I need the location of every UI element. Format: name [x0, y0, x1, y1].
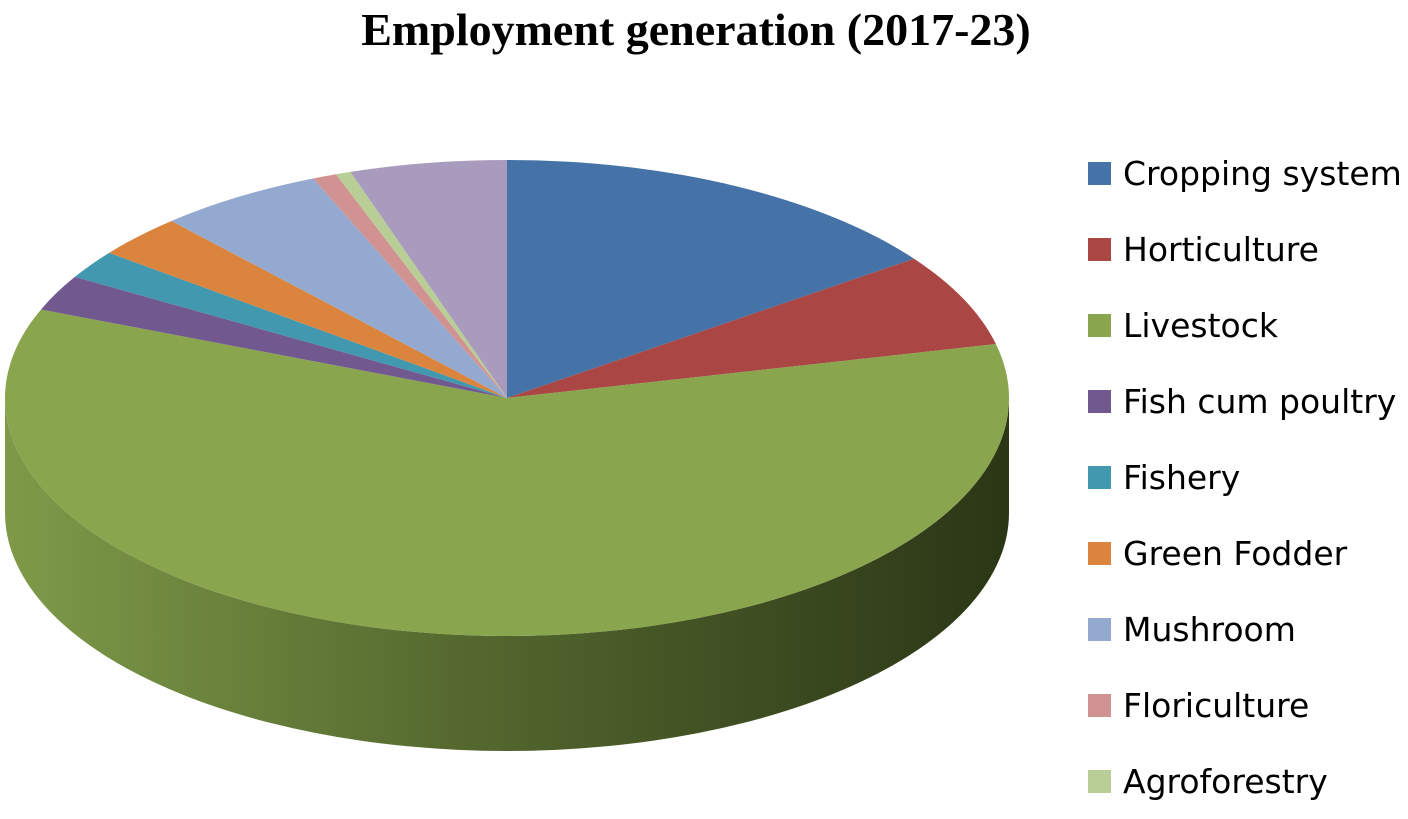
chart-title: Employment generation (2017-23)	[361, 4, 1031, 55]
pie-slice-fishery	[74, 252, 507, 398]
legend-item-floriculture: Floriculture	[1088, 667, 1402, 743]
pie-slice-agroforestry	[335, 171, 507, 398]
legend-label: Fishery	[1123, 457, 1241, 497]
legend-item-green-fodder: Green Fodder	[1088, 515, 1402, 591]
legend-swatch	[1088, 541, 1111, 565]
pie-slice-horticulture	[507, 258, 996, 398]
legend-item-fish-cum-poultry: Fish cum poultry	[1088, 363, 1402, 439]
legend-label: Horticulture	[1123, 229, 1319, 269]
legend-label: Cropping system	[1123, 153, 1402, 193]
legend-label: Agroforestry	[1123, 761, 1328, 801]
pie-slice-side-livestock	[5, 398, 1009, 751]
legend-label: Green Fodder	[1123, 533, 1348, 573]
legend-swatch	[1088, 237, 1111, 261]
pie-slice-mushroom	[171, 178, 508, 398]
legend-label: Livestock	[1123, 305, 1278, 345]
legend-label: Fish cum poultry	[1123, 381, 1397, 421]
pie-side-wall	[5, 398, 1009, 751]
legend-swatch	[1088, 693, 1111, 717]
pie-slice-livestock	[4, 309, 1009, 637]
pie-top-face	[4, 160, 1009, 637]
legend-swatch	[1088, 313, 1111, 337]
pie-chart	[4, 160, 1009, 751]
legend-item-livestock: Livestock	[1088, 287, 1402, 363]
pie-slice-cropping-system	[507, 160, 915, 398]
legend-item-horticulture: Horticulture	[1088, 211, 1402, 287]
legend-swatch	[1088, 161, 1111, 185]
legend-item-cropping-system: Cropping system	[1088, 135, 1402, 211]
legend-swatch	[1088, 465, 1111, 489]
pie-slice-floriculture	[313, 174, 507, 398]
legend-swatch	[1088, 617, 1111, 641]
legend-label: Floriculture	[1123, 685, 1310, 725]
legend-label: Mushroom	[1123, 609, 1296, 649]
legend-item-fishery: Fishery	[1088, 439, 1402, 515]
chart-legend: Cropping system Horticulture Livestock Fish…	[1088, 135, 1402, 819]
pie-slice-other-9	[350, 160, 507, 398]
legend-swatch	[1088, 769, 1111, 793]
pie-slice-green-fodder	[109, 220, 507, 398]
pie-slice-fish-cum-poultry	[41, 276, 508, 398]
legend-item-agroforestry: Agroforestry	[1088, 743, 1402, 819]
legend-item-mushroom: Mushroom	[1088, 591, 1402, 667]
legend-swatch	[1088, 389, 1111, 413]
